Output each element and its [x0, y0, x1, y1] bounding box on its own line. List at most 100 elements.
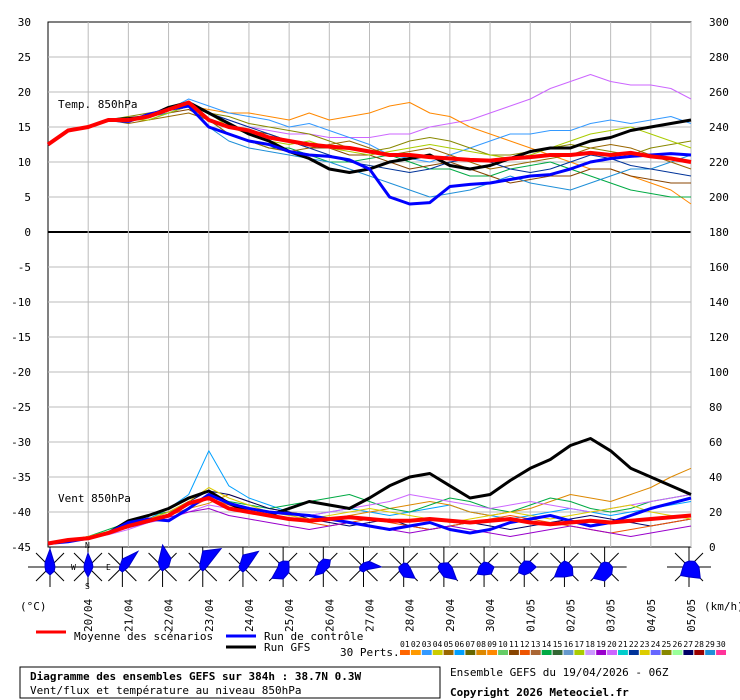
copyright-label: Copyright 2026 Meteociel.fr: [450, 686, 629, 699]
wind-rose-shape: [592, 561, 614, 582]
wind-rose-shape: [679, 560, 701, 579]
legend-pert-swatch: [639, 650, 650, 655]
wind-rose-shape: [270, 560, 290, 580]
wind-rose: [140, 543, 185, 587]
legend-pert-swatch: [672, 650, 683, 655]
date-tick-label: 05/05: [685, 599, 698, 632]
legend-pert-number: 29: [705, 640, 715, 649]
wind-tick-right: 80: [709, 401, 722, 414]
temp-tick-left: 30: [18, 16, 31, 29]
wind-tick-right: 100: [709, 366, 729, 379]
legend-pert-swatch: [596, 650, 607, 655]
legend-pert-number: 05: [444, 640, 454, 649]
compass-south: S: [85, 582, 90, 591]
temp-tick-left: 10: [18, 156, 31, 169]
wind-rose: [100, 547, 145, 587]
compass-west: W: [71, 563, 76, 572]
wind-tick-right: 60: [709, 436, 722, 449]
compass-north: N: [85, 541, 90, 550]
temp-tick-left: 20: [18, 86, 31, 99]
legend-perts: 01 02 03 04 05 06 07 08 09 10 11 12 13 14 15 16 17 18 19 20…: [400, 640, 726, 655]
legend-pert-number: 17: [574, 640, 584, 649]
legend-pert-swatch: [465, 650, 476, 655]
wind-rose: [502, 547, 547, 587]
legend-pert-number: 14: [542, 640, 552, 649]
legend-pert-number: 22: [629, 640, 639, 649]
legend-pert-number: 12: [520, 640, 530, 649]
wind-rose-shape: [157, 543, 172, 572]
wind-tick-right: 20: [709, 506, 722, 519]
date-tick-label: 29/04: [444, 599, 457, 632]
date-tick-label: 26/04: [323, 599, 336, 632]
legend-pert-number: 28: [694, 640, 704, 649]
wind-rose-shape: [118, 550, 140, 573]
wind-rose: [582, 547, 627, 587]
legend-pert-number: 25: [662, 640, 672, 649]
legend-pert-swatch: [650, 650, 661, 655]
temp-series-moyenne-des-sc-narios: [46, 100, 692, 164]
legend-pert-swatch: [443, 650, 454, 655]
date-tick-label: 30/04: [484, 599, 497, 632]
date-tick-label: 28/04: [404, 599, 417, 632]
wind-tick-right: 40: [709, 471, 722, 484]
date-tick-label: 02/05: [564, 599, 577, 632]
compass-east: E: [106, 563, 111, 572]
legend-pert-number: 02: [411, 640, 421, 649]
legend-mean-label: Moyenne des scénarios: [74, 630, 213, 643]
temp-series-p05: [47, 112, 692, 170]
temp-tick-left: 25: [18, 51, 31, 64]
date-tick-label: 22/04: [163, 599, 176, 632]
temp-tick-left: 5: [24, 191, 31, 204]
wind-rose: [220, 547, 265, 587]
ensemble-run-label: Ensemble GEFS du 19/04/2026 - 06Z: [450, 666, 669, 679]
wind-series-p23: [47, 487, 692, 544]
wind-rose: [462, 547, 507, 587]
legend-pert-swatch: [574, 650, 585, 655]
series: [46, 74, 692, 546]
wind-rose-shape: [199, 547, 223, 572]
wind-rose: [341, 547, 386, 587]
wind-rose-shape: [437, 562, 458, 581]
wind-rose: [667, 547, 711, 587]
unit-right-label: (km/h): [704, 600, 740, 613]
temp-tick-left: 0: [24, 226, 31, 239]
date-tick-label: 24/04: [243, 599, 256, 632]
temp-panel-label: Temp. 850hPa: [58, 98, 137, 111]
date-tick-label: 21/04: [122, 599, 135, 632]
legend-pert-number: 03: [422, 640, 432, 649]
legend-pert-number: 10: [498, 640, 508, 649]
temp-tick-right: 240: [709, 121, 729, 134]
wind-rose: [180, 547, 225, 587]
legend-pert-number: 06: [455, 640, 465, 649]
temp-tick-right: 220: [709, 156, 729, 169]
wind-tick-right: 120: [709, 331, 729, 344]
legend-pert-number: 30: [716, 640, 726, 649]
wind-tick-left: -20: [11, 366, 31, 379]
legend-pert-swatch: [716, 650, 726, 655]
legend-gfs-label: Run GFS: [264, 641, 310, 654]
temp-tick-right: 180: [709, 226, 729, 239]
legend-pert-number: 21: [618, 640, 628, 649]
date-tick-label: 23/04: [203, 599, 216, 632]
wind-rose: [381, 547, 426, 587]
legend-pert-number: 04: [433, 640, 443, 649]
legend-pert-swatch: [661, 650, 672, 655]
legend-pert-number: 23: [640, 640, 650, 649]
temp-tick-right: 200: [709, 191, 729, 204]
wind-roses: N S W E: [28, 541, 711, 591]
date-tick-label: 25/04: [283, 599, 296, 632]
legend-pert-number: 19: [596, 640, 606, 649]
legend-pert-number: 13: [531, 640, 541, 649]
wind-rose: [261, 547, 306, 587]
wind-rose-shape: [553, 560, 574, 578]
legend-pert-swatch: [498, 650, 508, 655]
legend-pert-number: 15: [553, 640, 563, 649]
temp-series-p17: [47, 105, 692, 159]
legend-pert-number: 11: [509, 640, 519, 649]
legend-perts-label: 30 Perts.: [340, 646, 400, 659]
legend-pert-swatch: [454, 650, 465, 655]
legend-pert-swatch: [618, 650, 628, 655]
temp-tick-right: 260: [709, 86, 729, 99]
